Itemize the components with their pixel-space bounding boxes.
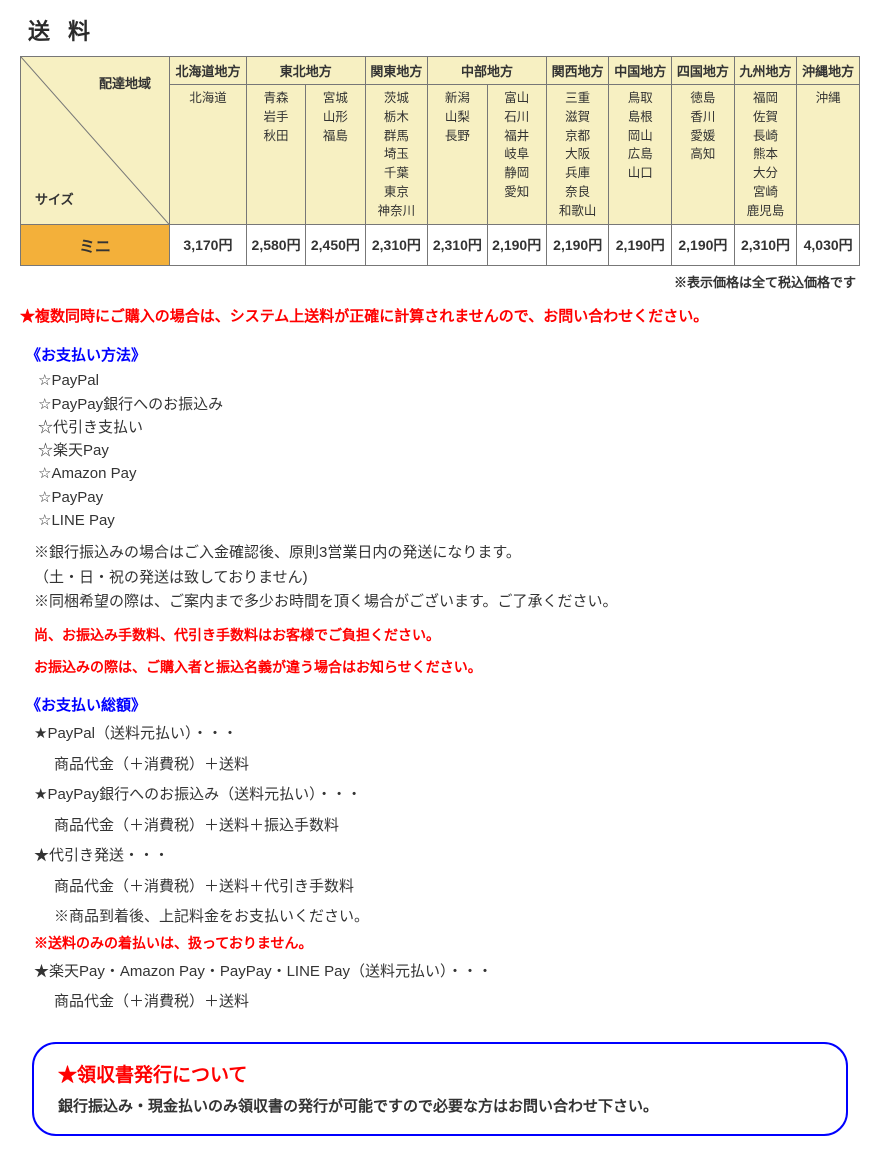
- payment-warning: 尚、お振込み手数料、代引き手数料はお客様でご負担ください。: [34, 624, 860, 646]
- total-item-sub: 商品代金（＋消費税）＋送料＋代引き手数料: [54, 876, 860, 899]
- region-header: 沖縄地方: [797, 57, 860, 85]
- payment-method: ☆LINE Pay: [38, 509, 860, 532]
- payment-method: ☆PayPay: [38, 486, 860, 509]
- region-header-row: 配達地域 サイズ 北海道地方東北地方関東地方中部地方関西地方中国地方四国地方九州…: [21, 57, 860, 85]
- region-header: 中国地方: [609, 57, 672, 85]
- region-header: 関西地方: [546, 57, 609, 85]
- payment-method: ☆PayPal: [38, 369, 860, 392]
- region-header: 四国地方: [672, 57, 735, 85]
- price-cell: 2,190円: [487, 225, 546, 266]
- pref-cell: 宮城山形福島: [306, 85, 365, 225]
- pref-cell: 富山石川福井岐阜静岡愛知: [487, 85, 546, 225]
- region-header: 関東地方: [365, 57, 428, 85]
- price-row: ミニ 3,170円2,580円2,450円2,310円2,310円2,190円2…: [21, 225, 860, 266]
- corner-top-label: 配達地域: [99, 73, 151, 92]
- page-title: 送料: [28, 14, 860, 46]
- region-header: 中部地方: [428, 57, 547, 85]
- payment-total-title: 《お支払い総額》: [26, 694, 860, 715]
- total-item-header: ★楽天Pay・Amazon Pay・PayPay・LINE Pay（送料元払い）…: [34, 961, 860, 984]
- corner-bottom-label: サイズ: [35, 189, 74, 208]
- shipping-table: 配達地域 サイズ 北海道地方東北地方関東地方中部地方関西地方中国地方四国地方九州…: [20, 56, 860, 266]
- receipt-title: ★領収書発行について: [58, 1060, 822, 1087]
- multi-purchase-note: ★複数同時にご購入の場合は、システム上送料が正確に計算されませんので、お問い合わ…: [20, 305, 860, 326]
- corner-cell: 配達地域 サイズ: [21, 57, 170, 225]
- pref-cell: 三重滋賀京都大阪兵庫奈良和歌山: [546, 85, 609, 225]
- region-header: 東北地方: [246, 57, 365, 85]
- pref-cell: 北海道: [170, 85, 247, 225]
- payment-warning: お振込みの際は、ご購入者と振込名義が違う場合はお知らせください。: [34, 656, 860, 678]
- payment-methods-title: 《お支払い方法》: [26, 344, 860, 365]
- receipt-body: 銀行振込み・現金払いのみ領収書の発行が可能ですので必要な方はお問い合わせ下さい。: [58, 1095, 822, 1116]
- payment-note: ※銀行振込みの場合はご入金確認後、原則3営業日内の発送になります。: [34, 542, 860, 565]
- pref-cell: 新潟山梨長野: [428, 85, 487, 225]
- payment-note: （土・日・祝の発送は致しておりません): [34, 567, 860, 590]
- price-cell: 2,190円: [546, 225, 609, 266]
- total-item-sub: 商品代金（＋消費税）＋送料: [54, 754, 860, 777]
- payment-note: ※同梱希望の際は、ご案内まで多少お時間を頂く場合がございます。ご了承ください。: [34, 591, 860, 614]
- payment-method: ☆PayPay銀行へのお振込み: [38, 393, 860, 416]
- price-cell: 2,190円: [672, 225, 735, 266]
- payment-methods-list: ☆PayPal☆PayPay銀行へのお振込み☆代引き支払い☆楽天Pay☆Amaz…: [38, 369, 860, 532]
- price-cell: 2,190円: [609, 225, 672, 266]
- price-cell: 2,310円: [365, 225, 428, 266]
- tax-note: ※表示価格は全て税込価格です: [20, 272, 856, 291]
- price-cell: 3,170円: [170, 225, 247, 266]
- region-header: 北海道地方: [170, 57, 247, 85]
- pref-cell: 茨城栃木群馬埼玉千葉東京神奈川: [365, 85, 428, 225]
- size-label: ミニ: [21, 225, 170, 266]
- total-item-header: ★代引き発送・・・: [34, 845, 860, 868]
- payment-method: ☆代引き支払い: [38, 416, 860, 439]
- price-cell: 2,310円: [428, 225, 487, 266]
- region-header: 九州地方: [734, 57, 797, 85]
- pref-cell: 沖縄: [797, 85, 860, 225]
- total-item-sub: ※商品到着後、上記料金をお支払いください。: [54, 906, 860, 929]
- price-cell: 4,030円: [797, 225, 860, 266]
- price-cell: 2,450円: [306, 225, 365, 266]
- total-item-sub: 商品代金（＋消費税）＋送料＋振込手数料: [54, 815, 860, 838]
- pref-cell: 福岡佐賀長崎熊本大分宮崎鹿児島: [734, 85, 797, 225]
- total-item-header: ★PayPay銀行へのお振込み（送料元払い）・・・: [34, 784, 860, 807]
- receipt-box: ★領収書発行について 銀行振込み・現金払いのみ領収書の発行が可能ですので必要な方…: [32, 1042, 848, 1136]
- pref-cell: 徳島香川愛媛高知: [672, 85, 735, 225]
- price-cell: 2,580円: [246, 225, 305, 266]
- cod-only-note: ※送料のみの着払いは、扱っておりません。: [34, 933, 860, 953]
- payment-method: ☆Amazon Pay: [38, 462, 860, 485]
- total-item-sub: 商品代金（＋消費税）＋送料: [54, 991, 860, 1014]
- price-cell: 2,310円: [734, 225, 797, 266]
- payment-method: ☆楽天Pay: [38, 439, 860, 462]
- total-item-header: ★PayPal（送料元払い）・・・: [34, 723, 860, 746]
- pref-cell: 鳥取島根岡山広島山口: [609, 85, 672, 225]
- pref-cell: 青森岩手秋田: [246, 85, 305, 225]
